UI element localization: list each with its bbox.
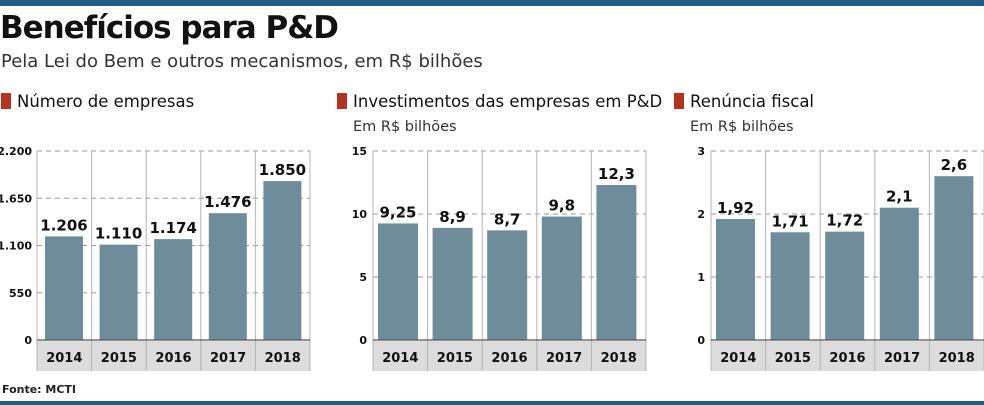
bar-2014 <box>378 223 418 340</box>
value-label: 1,92 <box>717 199 754 217</box>
value-label: 8,7 <box>494 210 521 228</box>
bar-2018 <box>596 185 637 340</box>
category-label: 2015 <box>775 351 811 366</box>
chart-title: Renúncia fiscal <box>690 92 814 111</box>
title-marker <box>337 93 347 109</box>
value-label: 1,71 <box>772 212 809 230</box>
bar-2016 <box>825 231 865 340</box>
y-tick-label: 3 <box>697 145 705 158</box>
y-tick-label: 2 <box>697 208 705 221</box>
value-label: 9,25 <box>379 203 416 221</box>
value-label: 2,1 <box>886 188 913 206</box>
y-tick-label: 10 <box>352 208 368 221</box>
category-band <box>373 341 646 371</box>
value-label: 2,6 <box>941 156 968 174</box>
y-tick-label: 1.650 <box>0 192 32 205</box>
value-label: 12,3 <box>598 165 635 183</box>
bar-2018 <box>263 181 302 340</box>
page-subtitle: Pela Lei do Bem e outros mecanismos, em … <box>1 51 483 72</box>
bar-2017 <box>879 207 919 340</box>
chart-title: Investimentos das empresas em P&D <box>353 92 662 111</box>
category-band <box>37 341 310 371</box>
y-tick-label: 2.200 <box>0 145 32 158</box>
bar-2014 <box>45 236 83 340</box>
bar-2016 <box>487 230 528 340</box>
value-label: 1,72 <box>826 212 863 230</box>
category-label: 2018 <box>939 351 975 366</box>
y-tick-label: 0 <box>24 334 32 347</box>
chart-panel-1: Número de empresas 0 550 1.100 1.650 2.200 1.2… <box>0 92 311 371</box>
value-label: 9,8 <box>549 197 576 215</box>
y-tick-label: 15 <box>352 145 367 158</box>
category-label: 2018 <box>265 351 301 366</box>
category-label: 2014 <box>382 351 418 366</box>
value-label: 1.174 <box>149 219 196 237</box>
chart-subtitle: Em R$ bilhões <box>353 119 457 135</box>
category-band <box>711 341 984 371</box>
category-label: 2014 <box>46 351 82 366</box>
bar-2015 <box>432 227 473 340</box>
y-tick-label: 1 <box>697 271 705 284</box>
value-label: 1.850 <box>259 161 306 179</box>
bar-2017 <box>208 213 247 340</box>
category-label: 2017 <box>546 351 582 366</box>
category-label: 2016 <box>155 351 191 366</box>
category-label: 2018 <box>601 351 637 366</box>
value-label: 1.476 <box>204 193 251 211</box>
value-label: 1.110 <box>95 225 142 243</box>
category-label: 2017 <box>884 351 920 366</box>
chart-panel-2: Investimentos das empresas em P&D Em R$ b… <box>337 92 662 371</box>
bar-2015 <box>99 244 138 340</box>
chart-title: Número de empresas <box>17 92 194 111</box>
bar-2016 <box>154 239 193 340</box>
category-label: 2016 <box>829 351 865 366</box>
bar-2015 <box>770 232 810 340</box>
bar-2014 <box>716 219 755 340</box>
title-marker <box>1 93 11 109</box>
category-label: 2016 <box>491 351 527 366</box>
category-label: 2017 <box>210 351 246 366</box>
page-title: Benefícios para P&D <box>0 10 339 46</box>
bar-2017 <box>541 216 582 340</box>
bottom-accent-bar <box>0 401 984 405</box>
value-label: 8,9 <box>439 208 466 226</box>
chart-panel-3: Renúncia fiscal Em R$ bilhões 0 1 2 3 1,92 2014… <box>674 92 984 371</box>
y-tick-label: 550 <box>9 287 32 300</box>
y-tick-label: 1.100 <box>0 240 32 253</box>
chart-subtitle: Em R$ bilhões <box>690 119 794 135</box>
category-label: 2015 <box>437 351 473 366</box>
value-label: 1.206 <box>40 216 87 234</box>
source-note: Fonte: MCTI <box>2 383 77 396</box>
category-label: 2015 <box>101 351 137 366</box>
category-label: 2014 <box>720 351 756 366</box>
title-marker <box>674 93 684 109</box>
bar-2018 <box>934 176 974 340</box>
top-accent-bar <box>0 0 984 6</box>
y-tick-label: 0 <box>359 334 367 347</box>
y-tick-label: 5 <box>359 271 367 284</box>
y-tick-label: 0 <box>697 334 705 347</box>
